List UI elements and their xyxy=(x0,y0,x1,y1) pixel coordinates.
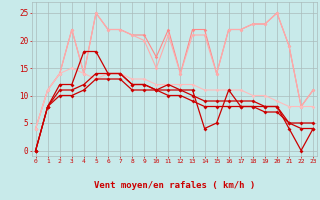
X-axis label: Vent moyen/en rafales ( km/h ): Vent moyen/en rafales ( km/h ) xyxy=(94,181,255,190)
